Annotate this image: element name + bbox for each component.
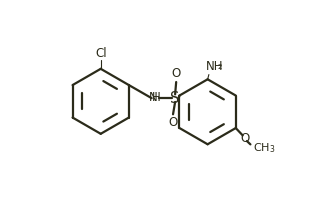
Text: Cl: Cl xyxy=(95,47,107,60)
Text: CH$_3$: CH$_3$ xyxy=(253,142,276,156)
Text: O: O xyxy=(172,67,181,80)
Text: O: O xyxy=(168,116,178,129)
Text: O: O xyxy=(241,132,250,145)
Text: H: H xyxy=(152,91,161,104)
Text: NH: NH xyxy=(205,60,223,73)
Text: N: N xyxy=(149,91,158,104)
Text: S: S xyxy=(171,91,180,106)
Text: $_2$: $_2$ xyxy=(217,62,223,72)
